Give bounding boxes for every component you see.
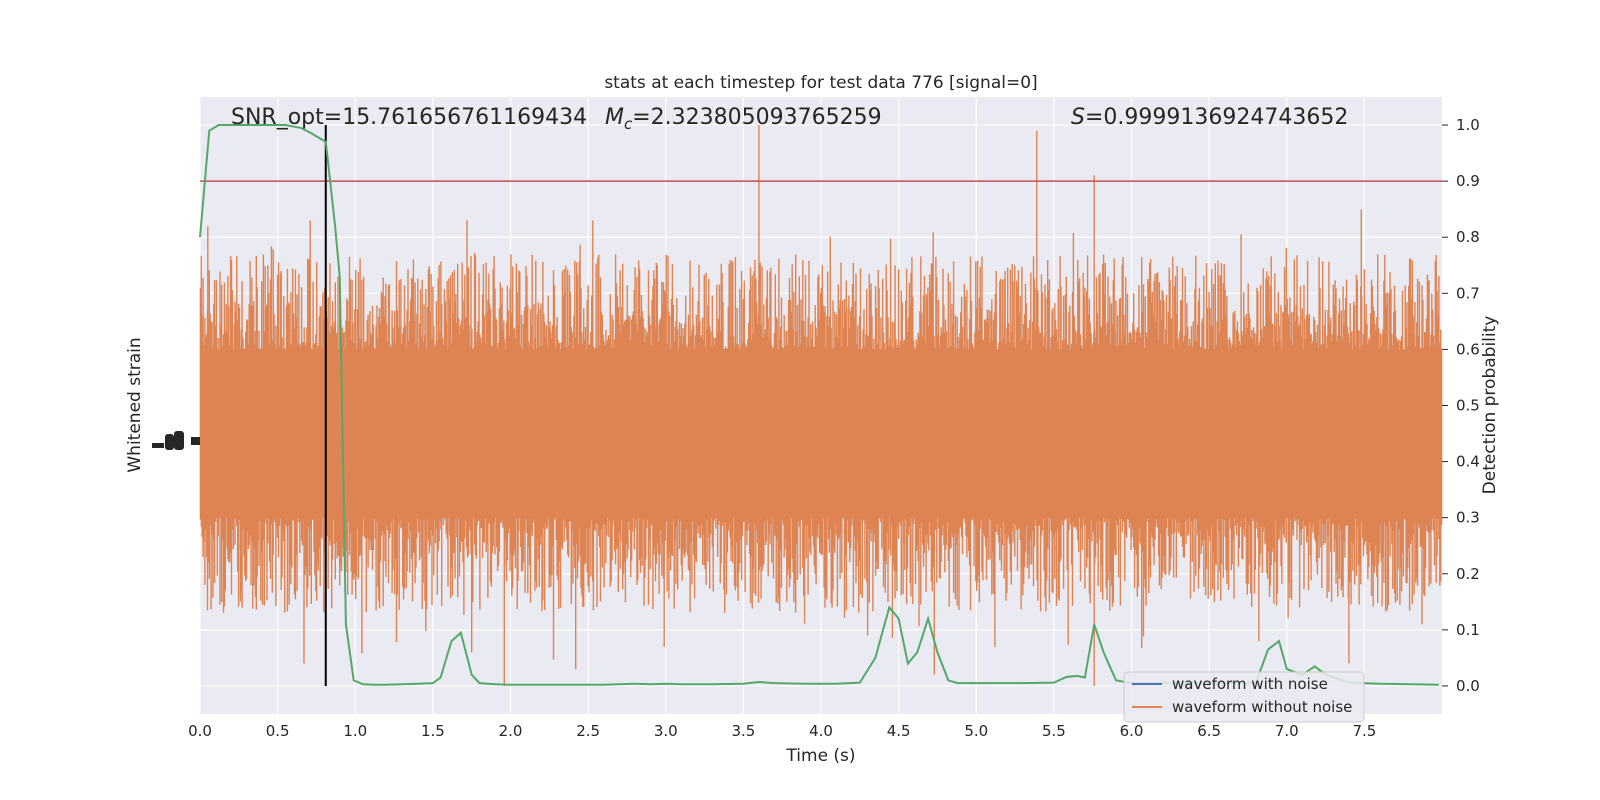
y-tick-label: 0.0 (1456, 677, 1480, 695)
y-tick-label: 0.3 (1456, 509, 1480, 527)
left-axis-overlapping-ticks (152, 431, 200, 450)
chirp-mass-annotation: Mc=2.323805093765259 (605, 105, 882, 133)
x-axis: 0.0 0.5 1.0 1.5 2.0 2.5 3.0 3.5 4.0 4.5 5.0 5.5 6.0 6… (188, 722, 1376, 740)
y-tick-label: 0.9 (1456, 172, 1480, 190)
chirp-mass-subscript: c (624, 115, 633, 133)
x-tick-label: 4.0 (809, 722, 833, 740)
x-tick-label: 0.5 (266, 722, 290, 740)
score-annotation: S=0.9999136924743652 (1071, 105, 1348, 130)
x-tick-label: 6.0 (1120, 722, 1144, 740)
legend-box (1123, 671, 1365, 723)
score-symbol: S (1071, 105, 1085, 130)
x-tick-label: 2.0 (499, 722, 523, 740)
y-tick-label: 0.1 (1456, 621, 1480, 639)
x-tick-label: 2.5 (576, 722, 600, 740)
y-tick-label: 0.4 (1456, 453, 1480, 471)
y-tick-label: 0.6 (1456, 340, 1480, 358)
chirp-mass-symbol: M (605, 105, 624, 130)
chart-title: stats at each timestep for test data 776… (604, 73, 1037, 93)
y-tick-label: 0.8 (1456, 228, 1480, 246)
strain-series (199, 125, 1443, 686)
x-tick-label: 0.0 (188, 722, 212, 740)
y-tick-label: 1.0 (1456, 116, 1480, 134)
x-axis-label: Time (s) (785, 746, 855, 766)
y-tick-label: 0.2 (1456, 565, 1480, 583)
x-tick-label: 7.5 (1352, 722, 1376, 740)
y-tick-label: 0.5 (1456, 397, 1480, 415)
y-tick-label: 0.7 (1456, 284, 1480, 302)
right-y-axis-label: Detection probability (1480, 316, 1500, 495)
x-tick-label: 3.0 (654, 722, 678, 740)
x-tick-label: 5.5 (1042, 722, 1066, 740)
x-tick-label: 6.5 (1197, 722, 1221, 740)
x-tick-label: 3.5 (731, 722, 755, 740)
x-tick-label: 1.5 (421, 722, 445, 740)
x-tick-label: 1.0 (343, 722, 367, 740)
snr-annotation: SNR_opt=15.761656761169434 (231, 105, 587, 130)
score-value: =0.9999136924743652 (1085, 105, 1348, 130)
legend-label-noise-series: waveform with noise (1172, 675, 1328, 693)
x-tick-label: 7.0 (1275, 722, 1299, 740)
x-tick-label: 4.5 (887, 722, 911, 740)
strain-noise-trace (199, 125, 1443, 686)
x-tick-label: 5.0 (964, 722, 988, 740)
chirp-mass-value: =2.323805093765259 (632, 105, 881, 130)
right-y-axis: 0.0 0.1 0.2 0.3 0.4 0.5 0.6 0.7 0.8 0.9 1.0 (1442, 116, 1480, 695)
legend-label-clean-series: waveform without noise (1172, 698, 1352, 716)
left-y-axis-label: Whitened strain (125, 337, 145, 472)
legend: waveform with noise waveform without noi… (1123, 671, 1365, 723)
